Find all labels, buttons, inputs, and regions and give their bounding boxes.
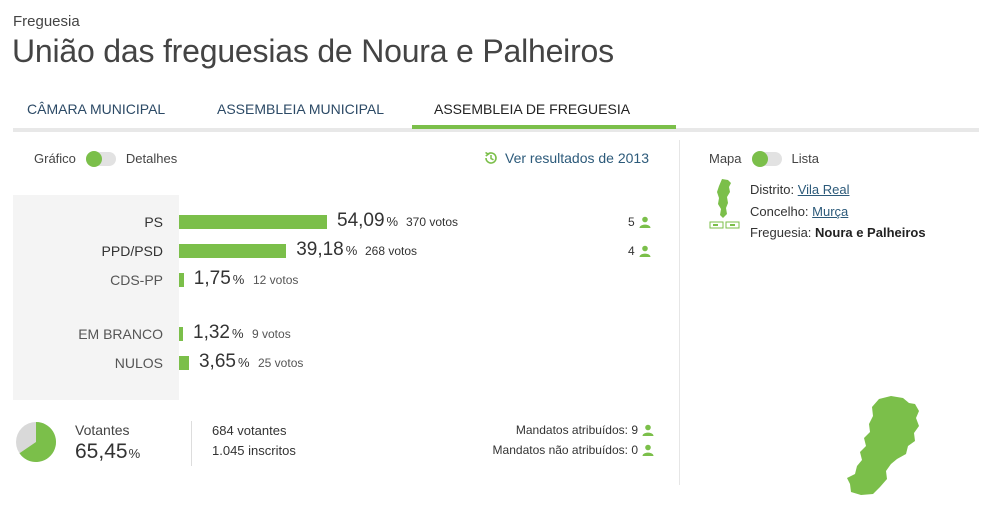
map-toggle-switch[interactable] [751, 150, 782, 167]
active-tab-indicator [412, 125, 676, 129]
result-percent-symbol: % [231, 326, 244, 341]
seats-count: 4 [628, 244, 635, 258]
municipality-row: Concelho: Murça [750, 204, 848, 219]
view-toggle-switch[interactable] [85, 150, 116, 167]
view-toggle-details-label[interactable]: Detalhes [125, 151, 178, 166]
turnout-pie-chart [16, 422, 56, 462]
result-percent: 3,65% [199, 351, 250, 373]
person-icon [639, 216, 651, 228]
result-percent: 1,75% [194, 268, 245, 290]
turnout-divider [191, 421, 192, 466]
view-toggle-chart-label[interactable]: Gráfico [34, 151, 76, 166]
mandates-unassigned-label: Mandatos não atribuídos: [492, 443, 628, 457]
result-votes: 268 votos [365, 244, 418, 258]
result-percent-symbol: % [237, 355, 250, 370]
parish-name: Noura e Palheiros [815, 225, 926, 240]
column-divider [679, 140, 680, 485]
result-percent-symbol: % [232, 272, 245, 287]
registered-count: 1.045 inscritos [212, 443, 296, 458]
turnout-percent-symbol: % [128, 446, 141, 461]
seats-count: 5 [628, 215, 635, 229]
result-percent: 39,18% [296, 239, 357, 261]
result-percent-value: 39,18 [296, 239, 344, 260]
result-percent: 1,32% [193, 322, 244, 344]
result-votes: 25 votos [258, 356, 304, 370]
turnout-percent: 65,45 [75, 440, 128, 463]
previous-results-label: Ver resultados de 2013 [505, 150, 649, 166]
mandates-assigned-label: Mandatos atribuídos: [515, 423, 628, 437]
party-name: EM BRANCO [78, 326, 163, 342]
result-percent-symbol: % [345, 243, 358, 258]
person-icon [639, 245, 651, 257]
portugal-map-icon [709, 179, 740, 229]
turnout-label: Votantes [75, 422, 130, 438]
parish-label: Freguesia: [750, 225, 812, 240]
seats-won: 5 [628, 215, 651, 229]
result-votes: 12 votos [253, 273, 299, 287]
previous-results-link[interactable]: Ver resultados de 2013 [483, 150, 649, 166]
mandates-unassigned: Mandatos não atribuídos: 0 [493, 443, 654, 457]
history-icon [485, 151, 497, 164]
mandates-assigned-value: 9 [631, 423, 638, 437]
person-icon [642, 444, 654, 456]
page-title: União das freguesias de Noura e Palheiro… [12, 33, 614, 69]
person-icon [642, 424, 654, 436]
district-row: Distrito: Vila Real [750, 182, 849, 197]
election-tabs: CÂMARA MUNICIPAL ASSEMBLEIA MUNICIPAL AS… [13, 92, 979, 132]
result-percent-value: 54,09 [337, 210, 385, 231]
result-bar [179, 273, 184, 287]
party-name: PS [144, 214, 163, 230]
district-label: Distrito: [750, 182, 795, 197]
voters-count: 684 votantes [212, 423, 287, 438]
result-bar [179, 327, 183, 341]
mandates-assigned: Mandatos atribuídos: 9 [516, 423, 654, 437]
party-name: NULOS [114, 355, 163, 371]
mandates-unassigned-value: 0 [631, 443, 638, 457]
municipality-label: Concelho: [750, 204, 809, 219]
result-votes: 9 votos [252, 327, 291, 341]
tab-assembleia-municipal[interactable]: ASSEMBLEIA MUNICIPAL [217, 101, 385, 117]
tab-camara-municipal[interactable]: CÂMARA MUNICIPAL [27, 101, 166, 117]
results-label-panel [13, 195, 179, 400]
result-votes: 370 votos [406, 215, 459, 229]
result-percent-symbol: % [386, 214, 399, 229]
parish-map[interactable] [845, 395, 925, 495]
result-percent-value: 3,65 [198, 351, 236, 372]
map-toggle-map-label[interactable]: Mapa [709, 151, 742, 166]
seats-won: 4 [628, 244, 651, 258]
municipality-link[interactable]: Murça [812, 204, 849, 219]
district-link[interactable]: Vila Real [797, 182, 850, 197]
parish-eyebrow: Freguesia [13, 13, 80, 30]
turnout-pie-slice [19, 422, 56, 462]
party-name: CDS-PP [110, 272, 163, 288]
turnout-value: 65,45% [75, 440, 140, 464]
result-bar [179, 356, 189, 370]
result-percent: 54,09% [337, 210, 398, 232]
result-bar [179, 244, 287, 258]
result-bar [179, 215, 327, 229]
tab-assembleia-freguesia[interactable]: ASSEMBLEIA DE FREGUESIA [434, 101, 631, 117]
map-toggle-list-label[interactable]: Lista [791, 151, 819, 166]
map-toggle: Mapa Lista [709, 150, 819, 167]
result-percent-value: 1,32 [193, 322, 230, 343]
party-name: PPD/PSD [101, 243, 163, 259]
parish-row: Freguesia: Noura e Palheiros [750, 225, 926, 240]
result-percent-value: 1,75 [193, 268, 231, 289]
view-toggle: Gráfico Detalhes [34, 150, 178, 167]
